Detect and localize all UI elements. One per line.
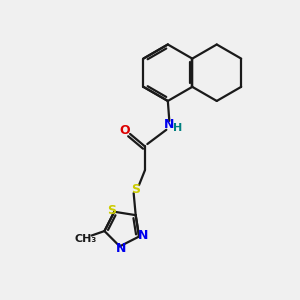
Text: N: N xyxy=(164,118,175,131)
Text: N: N xyxy=(116,242,126,255)
Text: H: H xyxy=(173,123,182,133)
Text: S: S xyxy=(131,183,140,196)
Text: O: O xyxy=(119,124,130,137)
Text: N: N xyxy=(137,229,148,242)
Text: S: S xyxy=(107,204,116,217)
Text: CH₃: CH₃ xyxy=(75,234,97,244)
